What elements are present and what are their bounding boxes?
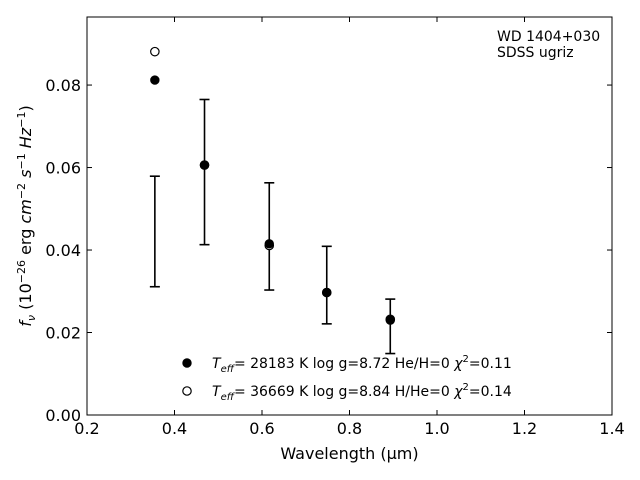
- error-bars: [149, 98, 396, 355]
- model-point-filled: [264, 239, 274, 249]
- y-axis-label: fν (10−26 erg cm−2 s−1 Hz−1): [15, 105, 38, 326]
- y-tick-label: 0.00: [45, 406, 81, 425]
- legend: Teff= 28183 K log g=8.72 He/H=0 χ2=0.11 …: [182, 354, 512, 403]
- model-point-filled: [150, 75, 160, 85]
- y-tick-label: 0.06: [45, 159, 81, 178]
- model-point-filled: [385, 315, 395, 325]
- legend-label-2: Teff= 36669 K log g=8.84 H/He=0 χ2=0.14: [212, 382, 512, 403]
- x-axis-ticks: 0.2 0.4 0.6 0.8 1.0 1.2 1.4: [74, 17, 625, 438]
- legend-label-1: Teff= 28183 K log g=8.72 He/H=0 χ2=0.11: [212, 354, 512, 375]
- y-tick-label: 0.04: [45, 241, 81, 260]
- y-tick-label: 0.02: [45, 324, 81, 343]
- annotation-survey: SDSS ugriz: [497, 45, 574, 61]
- x-tick-label: 1.4: [599, 419, 624, 438]
- model-point-filled: [199, 160, 210, 170]
- x-tick-label: 0.8: [337, 419, 362, 438]
- x-tick-label: 1.0: [424, 419, 449, 438]
- x-tick-label: 0.2: [74, 419, 99, 438]
- legend-marker-filled: [182, 358, 192, 368]
- data-markers: [150, 46, 396, 325]
- y-tick-label: 0.08: [45, 76, 81, 95]
- x-tick-label: 0.6: [249, 419, 274, 438]
- x-tick-label: 0.4: [162, 419, 187, 438]
- annotation-object: WD 1404+030: [497, 29, 600, 45]
- x-axis-label: Wavelength (μm): [280, 444, 418, 463]
- x-tick-label: 1.2: [512, 419, 537, 438]
- legend-marker-open: [182, 386, 192, 396]
- y-axis-ticks: 0.00 0.02 0.04 0.06 0.08: [45, 76, 612, 425]
- model-point-open: [150, 46, 160, 57]
- model-point-filled: [322, 287, 332, 298]
